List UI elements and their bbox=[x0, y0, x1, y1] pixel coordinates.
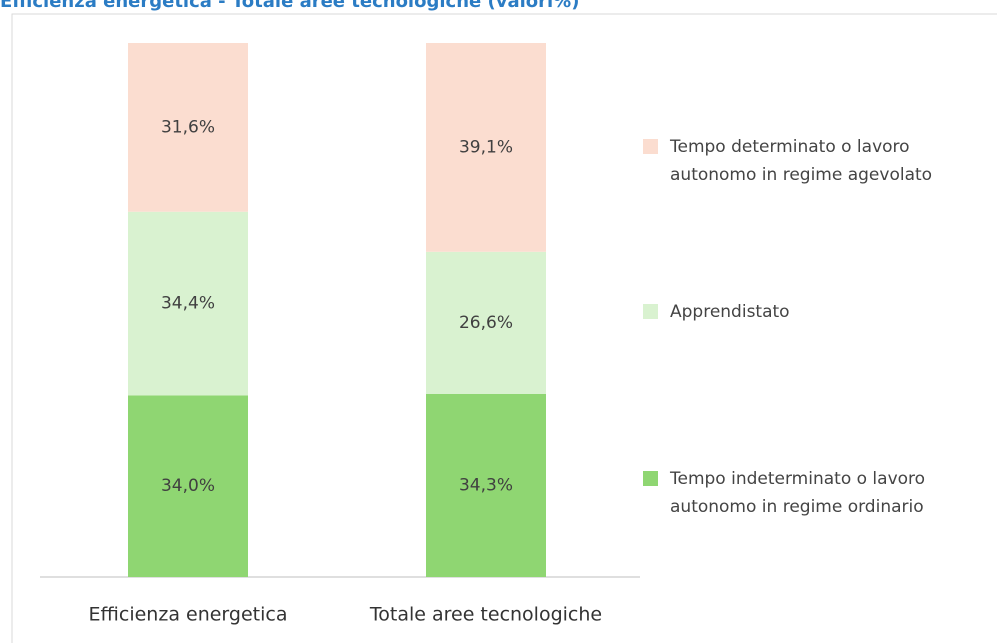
legend-item: Apprendistato bbox=[643, 298, 963, 326]
legend-swatch bbox=[643, 139, 658, 154]
data-label: 34,3% bbox=[459, 475, 513, 495]
legend-swatch bbox=[643, 471, 658, 486]
data-label: 31,6% bbox=[161, 117, 215, 137]
bar-segment bbox=[128, 395, 248, 577]
legend-item: Tempo indeterminato o lavoro autonomo in… bbox=[643, 465, 963, 521]
data-label: 34,0% bbox=[161, 476, 215, 496]
bar-segment bbox=[128, 43, 248, 212]
legend-label: Tempo determinato o lavoro autonomo in r… bbox=[670, 137, 933, 185]
data-label: 26,6% bbox=[459, 313, 513, 333]
bar-segment bbox=[426, 393, 546, 577]
x-tick-label: Totale aree tecnologiche bbox=[369, 604, 602, 626]
legend-label: Apprendistato bbox=[670, 302, 790, 322]
bar-segment bbox=[426, 43, 546, 252]
bar-segment bbox=[426, 251, 546, 394]
data-label: 34,4% bbox=[161, 294, 215, 314]
chart-title: Efficienza energetica - Totale aree tecn… bbox=[0, 0, 579, 12]
data-label: 39,1% bbox=[459, 137, 513, 157]
legend-item: Tempo determinato o lavoro autonomo in r… bbox=[643, 133, 963, 189]
bar-segment bbox=[128, 211, 248, 396]
legend-label: Tempo indeterminato o lavoro autonomo in… bbox=[670, 469, 926, 517]
legend-swatch bbox=[643, 304, 658, 319]
x-tick-label: Efficienza energetica bbox=[89, 604, 288, 626]
